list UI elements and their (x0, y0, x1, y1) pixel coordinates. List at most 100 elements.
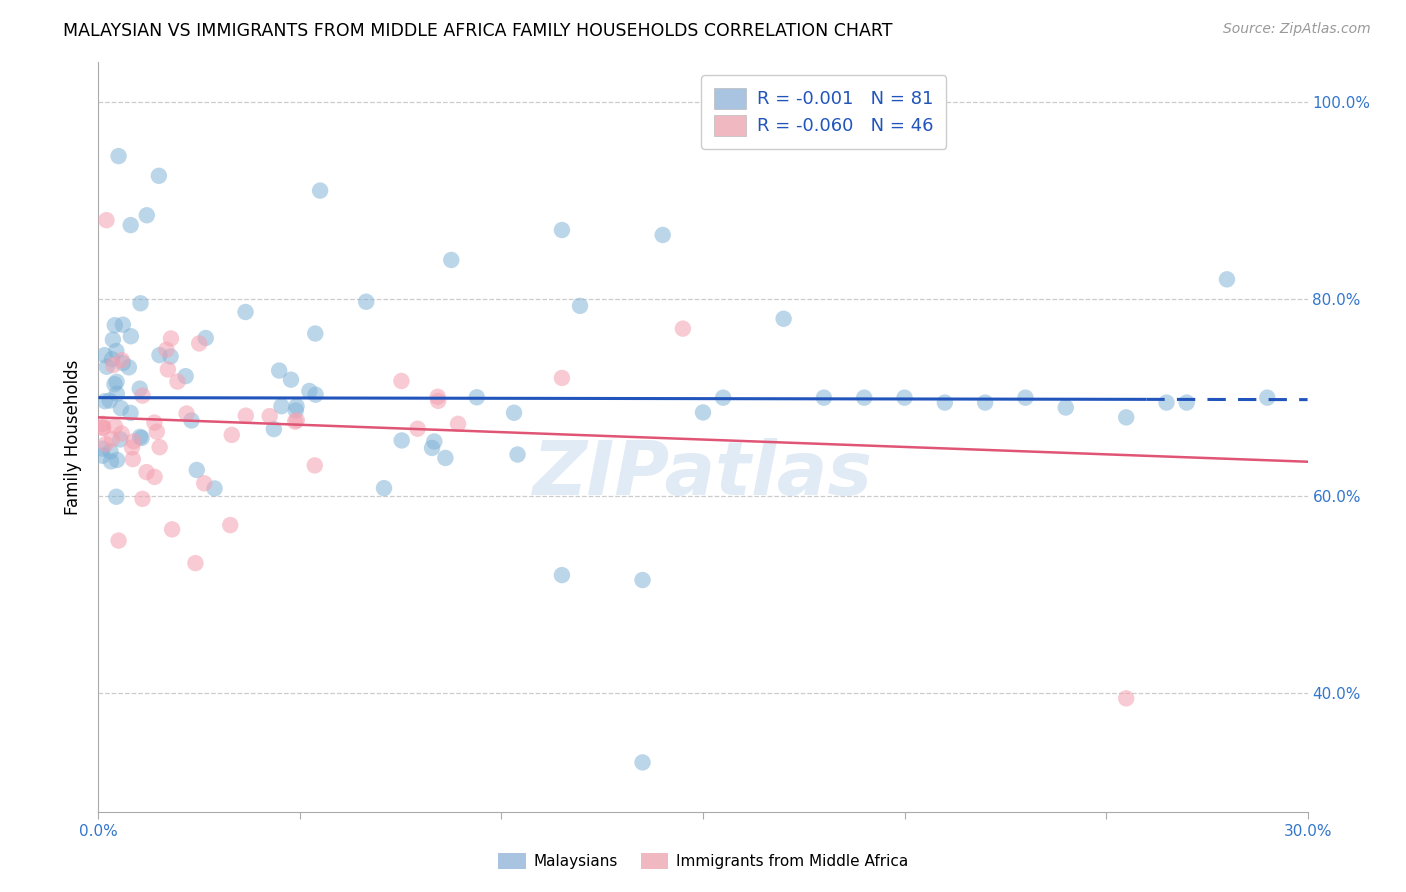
Point (131, 431, 153, 445)
Point (160, 331, 183, 345)
Point (101, 432, 124, 446)
Point (280, 373, 302, 387)
Point (186, 463, 208, 477)
Point (105, 344, 128, 359)
Point (120, 406, 142, 420)
Point (156, 362, 179, 376)
Point (149, 440, 172, 454)
Point (107, 533, 129, 548)
Point (143, 416, 166, 430)
Point (101, 333, 124, 347)
Point (1256, 391, 1278, 405)
Point (146, 425, 169, 439)
Point (131, 389, 153, 403)
Point (235, 409, 257, 423)
Point (221, 428, 243, 442)
Point (129, 296, 152, 310)
Point (569, 299, 592, 313)
Point (91, 417, 114, 431)
Point (91, 421, 114, 435)
Point (143, 470, 166, 484)
Point (269, 363, 291, 377)
Point (120, 329, 142, 343)
Point (111, 426, 134, 441)
Point (426, 390, 449, 404)
Point (551, 568, 574, 582)
Point (131, 491, 153, 506)
Point (105, 386, 128, 401)
Point (122, 434, 145, 449)
Point (96, 359, 118, 374)
Point (219, 518, 242, 533)
Legend: R = -0.001   N = 81, R = -0.060   N = 46: R = -0.001 N = 81, R = -0.060 N = 46 (702, 75, 946, 149)
Point (111, 353, 134, 368)
Point (91, 442, 114, 456)
Point (423, 434, 446, 449)
Text: Source: ZipAtlas.com: Source: ZipAtlas.com (1223, 22, 1371, 37)
Point (298, 384, 321, 398)
Y-axis label: Family Households: Family Households (65, 359, 83, 515)
Point (103, 377, 125, 392)
Point (711, 391, 734, 405)
Point (121, 452, 143, 467)
Point (285, 413, 308, 427)
Point (93, 348, 115, 362)
Point (193, 476, 215, 491)
Point (465, 390, 488, 404)
Point (1054, 401, 1077, 415)
Point (135, 465, 157, 479)
Point (434, 450, 457, 465)
Point (111, 318, 134, 332)
Legend: Malaysians, Immigrants from Middle Africa: Malaysians, Immigrants from Middle Afric… (492, 847, 914, 875)
Point (105, 375, 128, 389)
Point (304, 326, 326, 341)
Point (107, 149, 129, 163)
Point (159, 350, 181, 364)
Point (259, 409, 281, 423)
Point (692, 405, 714, 419)
Point (105, 453, 128, 467)
Point (235, 305, 257, 319)
Point (406, 422, 429, 436)
Point (506, 448, 529, 462)
Point (148, 169, 170, 183)
Text: ZIPatlas: ZIPatlas (533, 438, 873, 511)
Point (194, 331, 217, 345)
Point (91, 449, 114, 463)
Point (204, 482, 226, 496)
Point (174, 369, 197, 384)
Point (893, 391, 915, 405)
Point (1216, 272, 1239, 286)
Point (96, 213, 118, 227)
Point (934, 395, 956, 409)
Point (105, 490, 128, 504)
Point (631, 573, 654, 587)
Point (129, 430, 152, 444)
Point (180, 413, 202, 427)
Point (285, 399, 308, 413)
Point (503, 406, 526, 420)
Point (284, 403, 307, 417)
Point (354, 294, 377, 309)
Point (304, 458, 326, 473)
Point (270, 399, 292, 413)
Point (284, 415, 307, 429)
Point (98, 393, 121, 408)
Point (651, 227, 673, 242)
Point (1175, 395, 1198, 409)
Point (304, 387, 326, 401)
Point (551, 223, 574, 237)
Point (1156, 395, 1178, 409)
Point (101, 352, 124, 367)
Point (128, 382, 150, 396)
Point (94, 437, 117, 451)
Point (91, 420, 114, 434)
Point (309, 184, 332, 198)
Point (104, 419, 127, 434)
Point (100, 444, 122, 458)
Point (121, 441, 143, 455)
Point (94, 394, 117, 409)
Point (672, 321, 695, 335)
Point (148, 348, 170, 362)
Point (420, 441, 443, 455)
